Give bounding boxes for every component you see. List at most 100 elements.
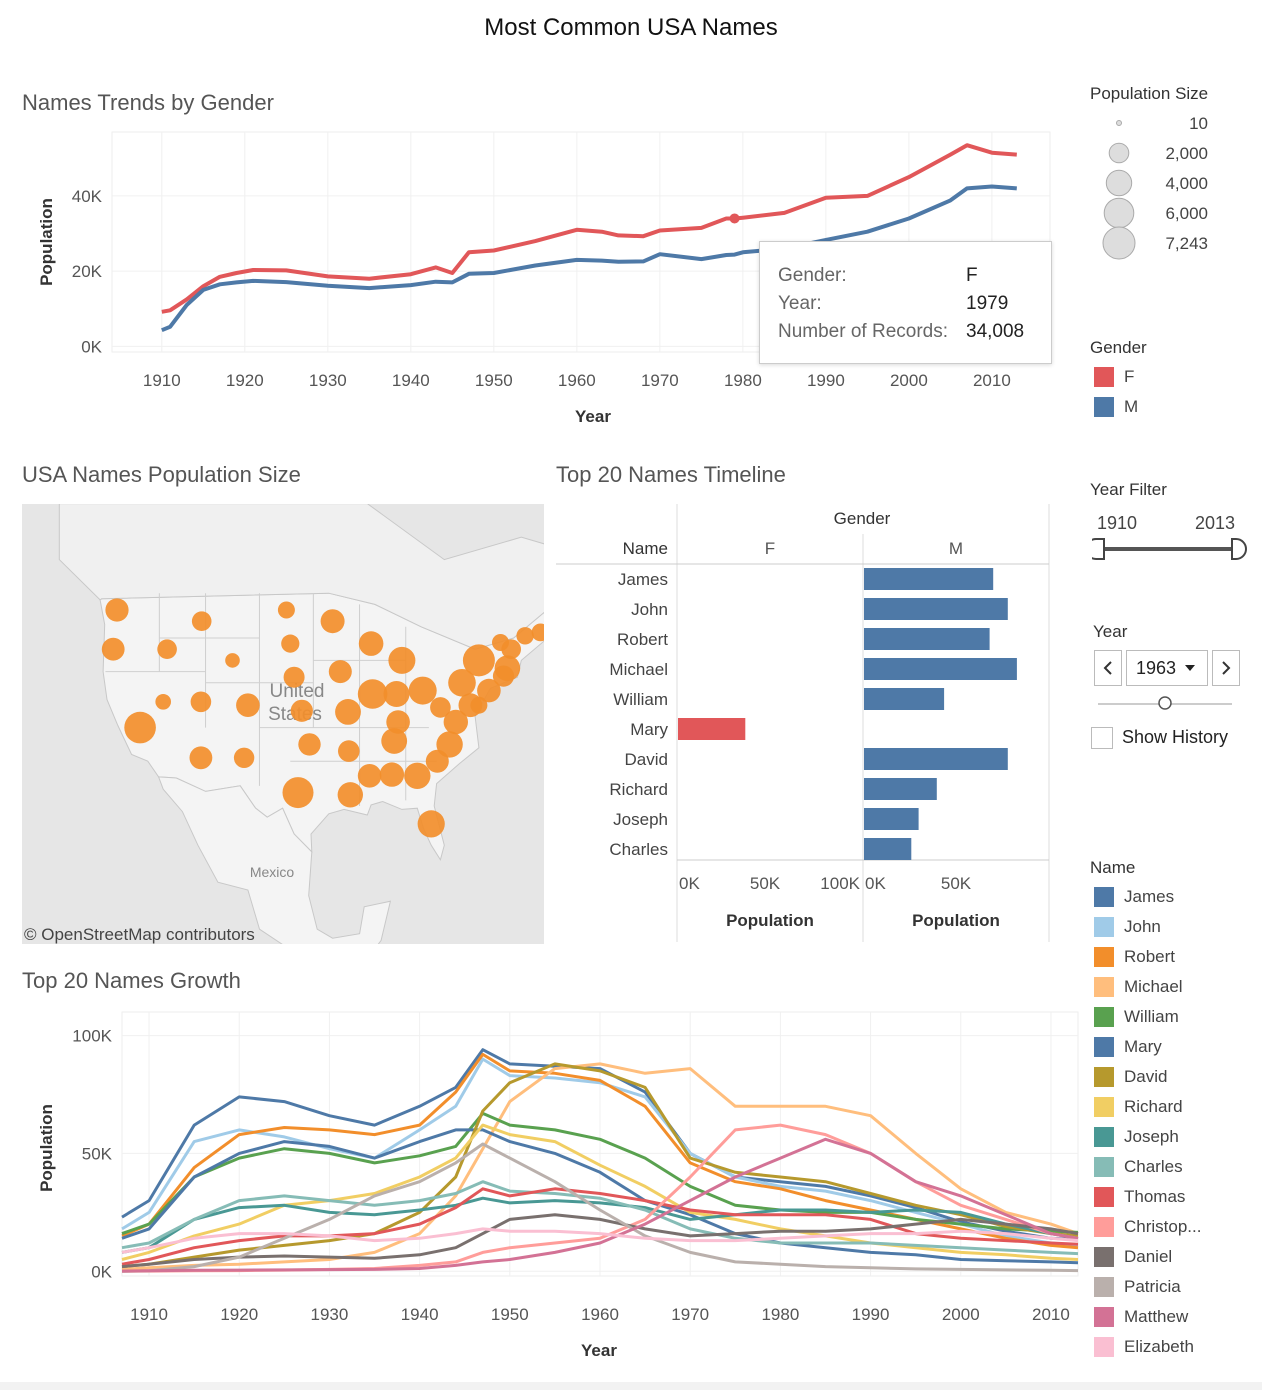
series-line-m[interactable] xyxy=(161,184,1017,333)
map-bubble[interactable] xyxy=(477,678,501,703)
map-bubble[interactable] xyxy=(404,762,431,789)
name-legend-item[interactable]: Charles xyxy=(1094,1152,1201,1182)
map-bubble[interactable] xyxy=(281,634,300,653)
bar-m[interactable] xyxy=(864,838,912,860)
name-legend-item[interactable]: Robert xyxy=(1094,942,1201,972)
map-bubble[interactable] xyxy=(425,749,449,773)
usa-map[interactable]: UnitedStatesMexico© OpenStreetMap contri… xyxy=(22,504,544,944)
timeline-chart[interactable]: Gender Name F M James John Robert Michael Willia… xyxy=(556,504,1056,944)
year-next-button[interactable] xyxy=(1212,650,1240,686)
map-bubble[interactable] xyxy=(338,740,360,762)
series-line[interactable] xyxy=(121,1137,1079,1273)
map-bubble[interactable] xyxy=(337,782,363,808)
name-legend-item[interactable]: Daniel xyxy=(1094,1242,1201,1272)
map-bubble[interactable] xyxy=(105,598,129,622)
map-bubble[interactable] xyxy=(225,653,240,668)
series-line[interactable] xyxy=(121,1057,1079,1247)
growth-chart[interactable]: 1910 1920 1930 1940 1950 1960 1970 1980 1990 2000… xyxy=(0,1000,1085,1375)
map-bubble[interactable] xyxy=(443,709,468,735)
map-bubble[interactable] xyxy=(190,691,212,713)
map-bubble[interactable] xyxy=(436,731,463,758)
series-line[interactable] xyxy=(121,1142,1079,1273)
series-line[interactable] xyxy=(121,1128,1079,1265)
map-bubble[interactable] xyxy=(283,666,305,688)
name-legend-item[interactable]: Elizabeth xyxy=(1094,1332,1201,1362)
bar-m[interactable] xyxy=(864,628,990,650)
map-bubble[interactable] xyxy=(358,631,384,656)
series-line[interactable] xyxy=(121,1062,1079,1269)
series-line[interactable] xyxy=(121,1123,1079,1261)
map-bubble[interactable] xyxy=(157,639,177,659)
show-history-label[interactable]: Show History xyxy=(1122,727,1229,747)
map-bubble[interactable] xyxy=(189,746,213,770)
series-line-f[interactable] xyxy=(161,143,1017,314)
name-legend-item[interactable]: Thomas xyxy=(1094,1182,1201,1212)
year-slider-handle[interactable] xyxy=(1158,696,1172,710)
map-bubble[interactable] xyxy=(383,681,410,707)
name-legend-item[interactable]: Mary xyxy=(1094,1032,1201,1062)
map-bubble[interactable] xyxy=(298,733,321,756)
year-select[interactable]: 1963 xyxy=(1126,650,1208,686)
highlight-point[interactable] xyxy=(729,213,740,224)
series-line[interactable] xyxy=(121,1213,1079,1269)
bar-m[interactable] xyxy=(864,688,945,710)
name-legend-item[interactable]: Joseph xyxy=(1094,1122,1201,1152)
map-bubble[interactable] xyxy=(124,711,156,744)
map-bubble[interactable] xyxy=(470,696,488,714)
map-bubble[interactable] xyxy=(417,810,445,838)
map-bubble[interactable] xyxy=(492,634,509,651)
range-handle-min[interactable] xyxy=(1092,538,1105,560)
map-bubble[interactable] xyxy=(494,655,521,681)
name-legend-item[interactable]: Richard xyxy=(1094,1092,1201,1122)
show-history-checkbox[interactable] xyxy=(1091,727,1113,749)
series-line[interactable] xyxy=(121,1227,1079,1254)
name-legend-item[interactable]: William xyxy=(1094,1002,1201,1032)
map-bubble[interactable] xyxy=(320,609,345,634)
map-bubble[interactable] xyxy=(531,623,544,642)
name-legend-item[interactable]: Michael xyxy=(1094,972,1201,1002)
map-bubble[interactable] xyxy=(155,694,171,710)
map-bubble[interactable] xyxy=(379,762,405,787)
map-bubble[interactable] xyxy=(191,611,212,631)
bar-m[interactable] xyxy=(864,778,937,800)
map-bubble[interactable] xyxy=(462,644,495,677)
gender-legend-item-m[interactable]: M xyxy=(1094,392,1138,422)
series-line[interactable] xyxy=(121,1111,1079,1236)
bar-f[interactable] xyxy=(678,718,746,740)
bar-m[interactable] xyxy=(864,808,919,830)
map-bubble[interactable] xyxy=(516,627,534,645)
map-bubble[interactable] xyxy=(328,660,352,684)
name-legend-item[interactable]: Christop... xyxy=(1094,1212,1201,1242)
bar-m[interactable] xyxy=(864,598,1008,620)
map-bubble[interactable] xyxy=(233,747,255,768)
series-line[interactable] xyxy=(121,1196,1079,1254)
map-bubble[interactable] xyxy=(236,693,260,717)
map-bubble[interactable] xyxy=(386,710,410,734)
name-legend-item[interactable]: John xyxy=(1094,912,1201,942)
map-bubble[interactable] xyxy=(282,777,314,809)
bar-m[interactable] xyxy=(864,658,1017,680)
map-bubble[interactable] xyxy=(430,697,451,718)
map-bubble[interactable] xyxy=(335,699,361,725)
map-bubble[interactable] xyxy=(388,646,416,674)
bar-m[interactable] xyxy=(864,568,994,590)
map-bubble[interactable] xyxy=(357,679,388,709)
map-bubble[interactable] xyxy=(101,637,125,661)
name-legend-item[interactable]: Matthew xyxy=(1094,1302,1201,1332)
name-legend-item[interactable]: James xyxy=(1094,882,1201,912)
gender-legend-item-f[interactable]: F xyxy=(1094,362,1138,392)
map-bubble[interactable] xyxy=(277,601,295,619)
name-legend-item[interactable]: David xyxy=(1094,1062,1201,1092)
year-prev-button[interactable] xyxy=(1094,650,1122,686)
range-handle-max[interactable] xyxy=(1231,538,1247,560)
year-slider[interactable] xyxy=(1096,695,1236,711)
map-bubble[interactable] xyxy=(381,728,408,754)
map-bubble[interactable] xyxy=(357,764,382,788)
map-bubble[interactable] xyxy=(290,699,313,722)
map-bubble[interactable] xyxy=(408,676,437,705)
bar-m[interactable] xyxy=(864,748,1008,770)
map-bubble[interactable] xyxy=(448,669,476,697)
year-range-slider[interactable] xyxy=(1092,536,1247,564)
bottom-scrollbar[interactable] xyxy=(0,1382,1262,1390)
name-legend-item[interactable]: Patricia xyxy=(1094,1272,1201,1302)
